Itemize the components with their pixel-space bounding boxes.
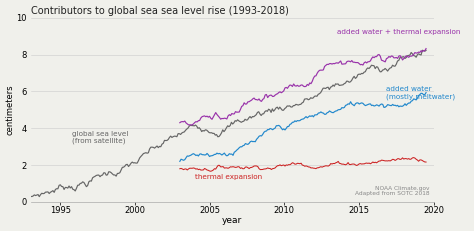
Text: added water + thermal expansion: added water + thermal expansion (337, 30, 460, 35)
Text: NOAA Climate.gov
Adapted from SOTC 2018: NOAA Climate.gov Adapted from SOTC 2018 (355, 185, 429, 196)
Text: thermal expansion: thermal expansion (195, 174, 262, 180)
Y-axis label: centimeters: centimeters (6, 85, 15, 135)
X-axis label: year: year (222, 216, 242, 225)
Text: global sea level
(from satellite): global sea level (from satellite) (73, 131, 129, 144)
Text: Contributors to global sea sea level rise (1993-2018): Contributors to global sea sea level ris… (31, 6, 289, 15)
Text: added water
(mostly meltwater): added water (mostly meltwater) (386, 86, 455, 100)
